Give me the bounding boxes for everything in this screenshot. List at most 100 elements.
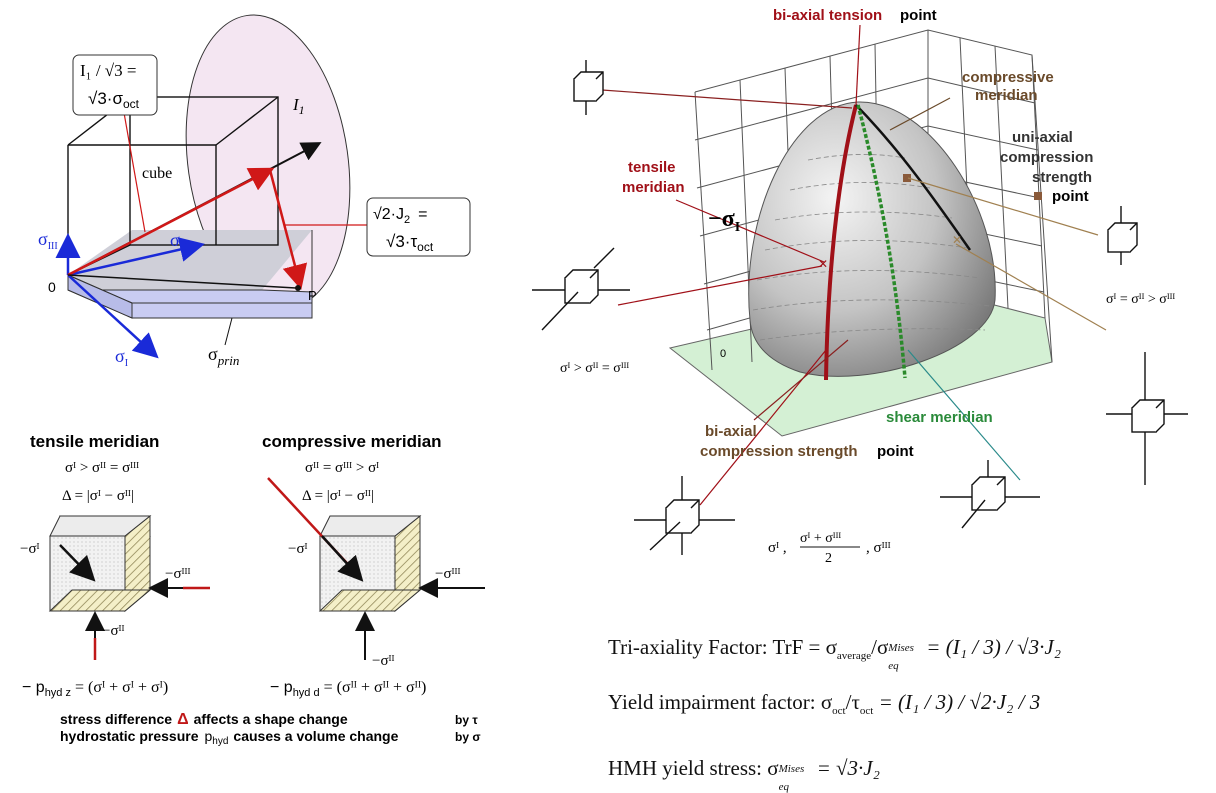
meridian-cubes-panel: tensile meridian σᴵ > σᴵᴵ = σᴵᴵᴵ Δ = |σᴵ… — [20, 432, 485, 747]
sigma-III-subscript: III — [48, 241, 58, 252]
trf-label: Tri-axiality Factor: TrF = σ — [608, 635, 837, 659]
small-cube-top — [573, 60, 604, 115]
compressive-meridian-cube — [318, 514, 422, 613]
tensile-meridian-l1: tensile — [628, 159, 676, 176]
yif-oct-sub2: oct — [859, 705, 874, 718]
compressive-condition: σᴵᴵ = σᴵᴵᴵ > σᴵ — [305, 460, 379, 476]
sigma-II-subscript: II — [180, 242, 187, 253]
contour-lines — [752, 154, 991, 341]
small-cube-right-bottom — [1106, 352, 1188, 485]
minus-sigma-I-label: −σ — [708, 206, 735, 232]
note2-c: by σ — [455, 730, 481, 744]
svg-text:√3·τoct: √3·τoct — [386, 232, 434, 254]
prin-subscript: prin — [217, 353, 240, 368]
svg-text:− phyd z= (σᴵ + σᴵ + σᴵ): − phyd z = (σᴵ + σᴵ + σᴵ) — [22, 679, 168, 699]
uniaxial-l3: strength — [1032, 169, 1092, 186]
svg-text:−σI: −σI — [708, 206, 740, 235]
sqrt3-tau-label: √3·τ — [386, 232, 417, 251]
hmh-label: HMH yield stress: σ — [608, 756, 779, 780]
note2-a: hydrostatic pressure — [60, 728, 199, 744]
svg-text:− phyd d= (σᴵᴵ + σᴵᴵ + σᴵᴵ): − phyd d = (σᴵᴵ + σᴵᴵ + σᴵᴵ) — [270, 679, 426, 699]
compressive-meridian-l1: compressive — [962, 69, 1054, 86]
trf-average-sub: average — [836, 650, 872, 663]
compressive-phyd-eq: = (σᴵᴵ + σᴵᴵ + σᴵᴵ) — [324, 679, 427, 696]
equals-sign: = — [418, 206, 427, 223]
octahedral-normal-vector — [67, 167, 275, 277]
I1-label: I — [292, 95, 300, 114]
oct-subscript: oct — [123, 97, 140, 111]
leader-lines — [601, 24, 1107, 506]
tensile-minus-sigma-III: −σᴵᴵᴵ — [165, 566, 191, 582]
small-cube-bottom-left — [634, 476, 735, 555]
tensile-phyd: − p — [22, 679, 45, 696]
svg-text:σII: σII — [170, 230, 186, 253]
hmh-rhs: = √3·J₂ — [816, 756, 880, 780]
uniaxial-point-legend-marker — [1034, 192, 1042, 200]
hmh-yield-stress-formula: HMH yield stress: σ Mises eq = √3·J₂ — [608, 756, 880, 793]
svg-text:√3·σoct: √3·σoct — [88, 89, 140, 111]
hmh-mises-sup: Mises — [778, 763, 805, 775]
origin-label: 0 — [48, 279, 56, 295]
tensile-arrow-sigma-I — [59, 544, 96, 582]
tensile-minus-sigma-I: −σᴵ — [20, 541, 40, 557]
compressive-phyd: − p — [270, 679, 293, 696]
uniaxial-compression-point-marker — [903, 174, 911, 182]
compressive-delta: Δ = |σᴵ − σᴵᴵ| — [302, 488, 374, 504]
sigma-I-subscript: I — [125, 358, 128, 369]
note1-b: affects a shape change — [194, 711, 348, 727]
hmh-eq-sub: eq — [778, 781, 789, 793]
tensile-delta: Δ = |σᴵ − σᴵᴵ| — [62, 488, 134, 504]
note2-p: p — [205, 728, 213, 744]
tensile-minus-sigma-II: −σᴵᴵ — [102, 623, 125, 639]
point-P-label: P — [308, 288, 317, 303]
small-cube-bottom-right — [940, 460, 1040, 529]
svg-text:√2·J2=: √2·J2 = — [373, 206, 427, 226]
compressive-meridian-l2: meridian — [975, 87, 1038, 104]
label-box-octahedral-normal — [72, 54, 158, 116]
biaxial-tension-label: bi-axial tension — [773, 7, 882, 24]
svg-text:σI: σI — [115, 346, 128, 369]
cube-label: cube — [142, 165, 172, 182]
failure-paraboloid-diagram: ✕ ✕ — [532, 7, 1188, 566]
note1-delta: Δ — [177, 711, 189, 728]
I1-subscript: 1 — [299, 103, 305, 117]
condition-left: σᴵ > σᴵᴵ = σᴵᴵᴵ — [560, 361, 629, 376]
compressive-minus-sigma-II: −σᴵᴵ — [372, 653, 395, 669]
sigma-prin-label: σ — [208, 344, 218, 364]
uniaxial-l2: compression — [1000, 149, 1093, 166]
compressive-phyd-sub: hyd d — [293, 687, 320, 699]
tensile-meridian-l2: meridian — [622, 179, 685, 196]
paraboloid-dome — [748, 101, 996, 377]
sigma-I-label: σ — [115, 346, 125, 366]
compressive-minus-sigma-III: −σᴵᴵᴵ — [435, 566, 461, 582]
yif-oct-sub1: oct — [832, 705, 846, 718]
sigma-III-label: σ — [38, 229, 48, 249]
trf-mid: /σ — [871, 635, 889, 659]
condition-right: σᴵ = σᴵᴵ > σᴵᴵᴵ — [1106, 292, 1175, 307]
biaxial-compression-point-label: point — [877, 443, 914, 460]
shear-condition-b: , σᴵᴵᴵ — [866, 540, 891, 556]
note2-psub: hyd — [212, 736, 228, 747]
compressive-meridian-title: compressive meridian — [262, 432, 442, 451]
tensile-phyd-eq: = (σᴵ + σᴵ + σᴵ) — [75, 679, 168, 696]
yif-rhs: = (I₁ / 3) / √2·J₂ / 3 — [878, 690, 1041, 714]
minus-sigma-I-subscript: I — [735, 220, 740, 235]
svg-text:σprin: σprin — [208, 344, 239, 368]
svg-text:✕: ✕ — [952, 233, 962, 247]
sqrt2J2-label: √2·J — [373, 206, 404, 223]
sqrt3-sigma-label: √3·σ — [88, 89, 123, 108]
compressive-meridian-curve — [855, 104, 972, 251]
svg-text:σIII: σIII — [38, 229, 58, 252]
i1-over-sqrt3-label: I₁ / √3 = — [80, 61, 136, 80]
yield-impairment-formula: Yield impairment factor: σoct/τoct = (I₁… — [608, 690, 1040, 717]
note2-b: causes a volume change — [233, 728, 398, 744]
small-cube-left — [532, 247, 630, 331]
shear-condition-a: σᴵ , — [768, 540, 787, 556]
tensile-meridian-cube — [48, 514, 152, 613]
biaxial-compression-l2: compression strength — [700, 443, 858, 460]
svg-text:I1: I1 — [292, 95, 305, 117]
sigma-II-label: σ — [170, 230, 180, 250]
